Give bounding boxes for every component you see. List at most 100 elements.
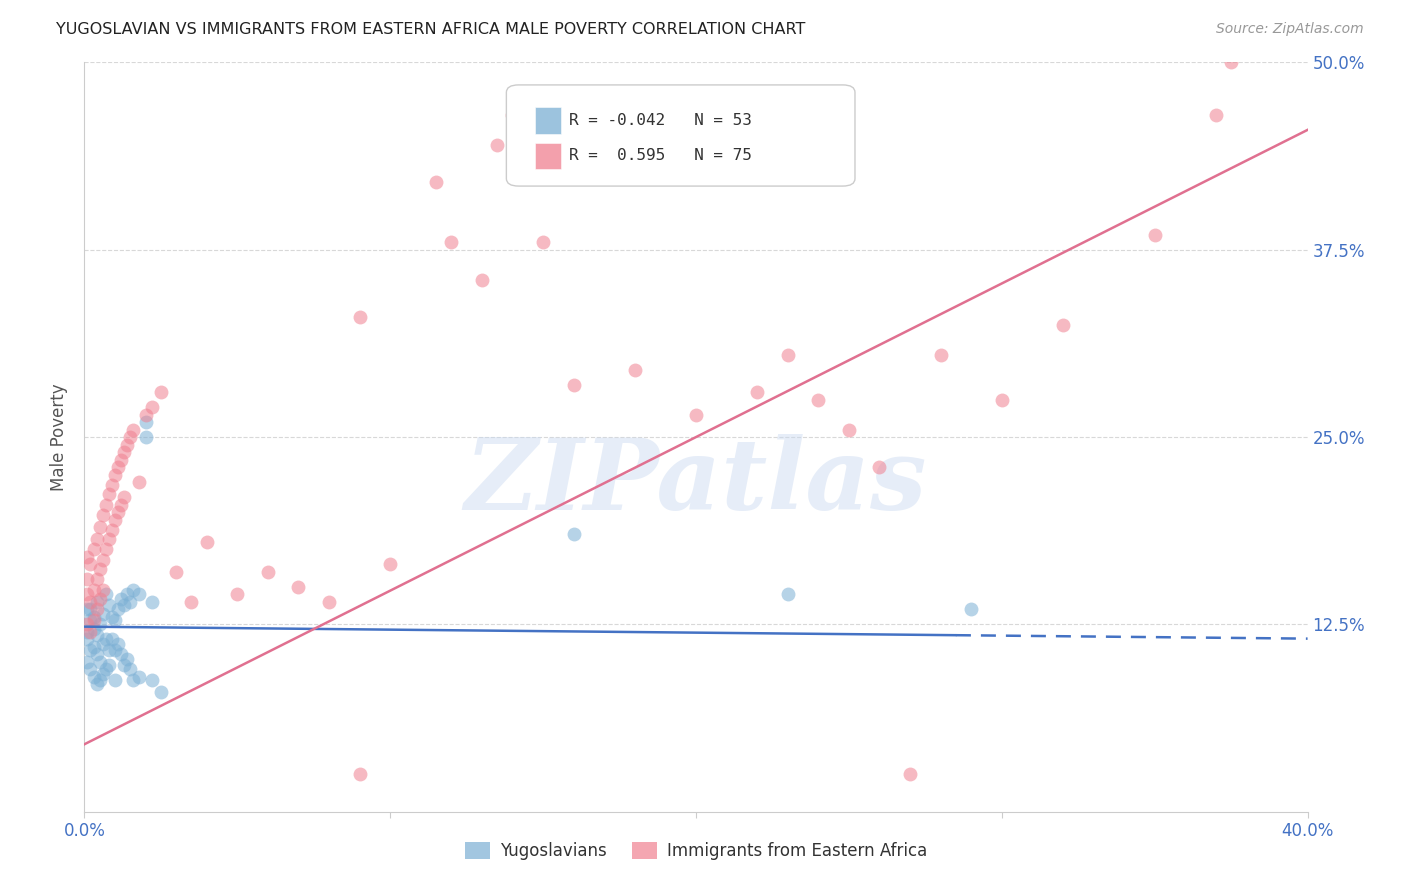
Point [107,460,129,475]
Point [380,558,402,572]
Point [128,670,150,684]
Point [83,670,105,684]
Point [110,648,132,662]
Point [141,673,163,687]
Text: Source: ZipAtlas.com: Source: ZipAtlas.com [1216,22,1364,37]
Point [97,643,120,657]
Point [180,595,202,609]
Point [107,505,129,519]
Point [685,408,707,422]
Point [76,602,98,616]
Point [83,613,105,627]
Point [91,607,114,621]
Point [776,587,799,601]
Point [110,498,132,512]
Point [991,392,1014,407]
Point [79,643,101,657]
Point [79,602,101,616]
Point [115,437,138,451]
Point [1052,318,1074,332]
Point [122,582,145,597]
Point [86,595,108,609]
Point [149,385,172,400]
Point [486,137,509,152]
Point [471,273,494,287]
Point [122,673,145,687]
Point [747,385,769,400]
Point [86,648,108,662]
Point [97,487,120,501]
Point [226,587,249,601]
Point [91,553,114,567]
Point [83,582,105,597]
Point [101,478,124,492]
Point [101,632,124,647]
Point [76,632,98,647]
Point [86,532,108,546]
Point [128,587,150,601]
Point [287,580,309,594]
Point [104,613,127,627]
Bar [534,143,561,169]
Point [562,527,585,541]
Point [89,617,111,632]
Point [807,392,830,407]
Text: R =  0.595   N = 75: R = 0.595 N = 75 [569,148,752,163]
Point [94,632,117,647]
Point [149,685,172,699]
Point [195,535,218,549]
Point [76,624,98,639]
Point [257,565,280,579]
Point [79,595,101,609]
Point [86,628,108,642]
Point [716,153,738,167]
Point [1143,227,1166,242]
Point [94,542,117,557]
Point [104,643,127,657]
Point [83,622,105,636]
Point [104,673,127,687]
Point [79,662,101,676]
Point [141,595,163,609]
Point [318,595,340,609]
Point [89,655,111,669]
Point [531,235,554,250]
Point [86,602,108,616]
Point [120,662,142,676]
Text: ZIPatlas: ZIPatlas [465,434,927,530]
Point [440,235,463,250]
Point [89,520,111,534]
Point [122,423,145,437]
Point [76,587,98,601]
Legend: Yugoslavians, Immigrants from Eastern Africa: Yugoslavians, Immigrants from Eastern Af… [458,836,934,867]
Point [110,452,132,467]
Point [838,423,860,437]
Point [76,617,98,632]
Point [107,602,129,616]
Point [135,408,157,422]
Point [349,767,371,781]
Text: R = -0.042   N = 53: R = -0.042 N = 53 [569,113,752,128]
Point [141,400,163,414]
Point [79,558,101,572]
Point [83,610,105,624]
Point [898,767,921,781]
Point [91,508,114,522]
Point [91,582,114,597]
Text: YUGOSLAVIAN VS IMMIGRANTS FROM EASTERN AFRICA MALE POVERTY CORRELATION CHART: YUGOSLAVIAN VS IMMIGRANTS FROM EASTERN A… [56,22,806,37]
Point [94,587,117,601]
Point [97,598,120,612]
Point [89,673,111,687]
Point [165,565,187,579]
Point [89,562,111,576]
Point [425,175,447,189]
Point [97,657,120,672]
Point [120,430,142,444]
Bar [534,107,561,134]
Point [83,542,105,557]
Point [929,348,952,362]
Point [107,637,129,651]
Point [76,549,98,564]
Point [86,677,108,691]
Point [112,490,135,504]
